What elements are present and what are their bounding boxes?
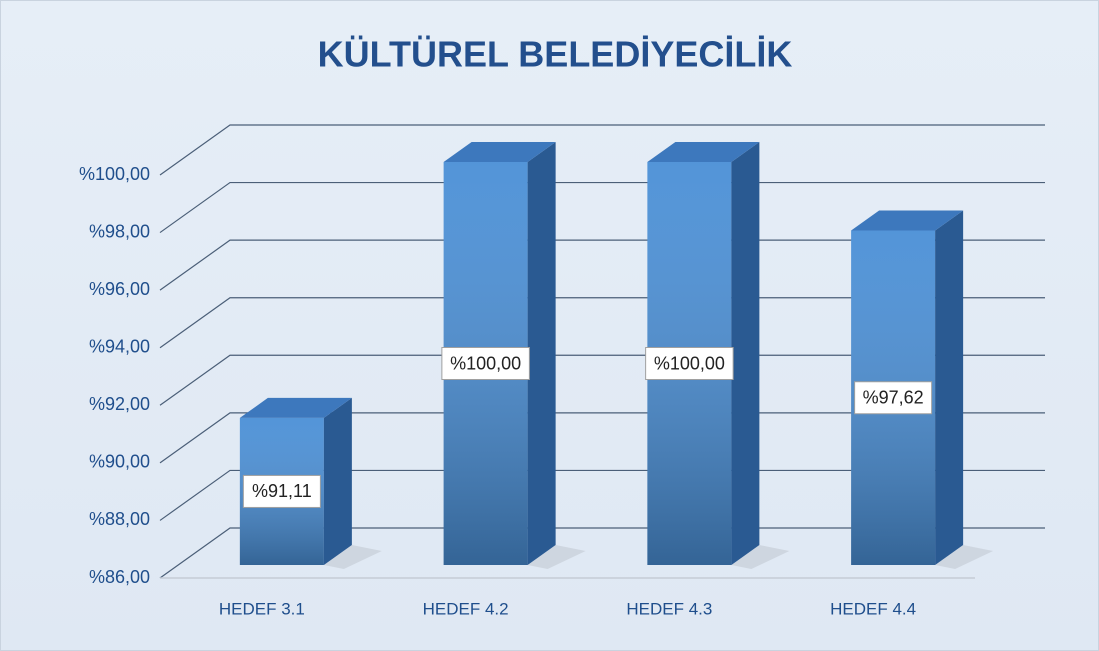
grid-line bbox=[159, 124, 1045, 176]
x-tick-label: HEDEF 4.2 bbox=[423, 599, 509, 618]
y-tick-label: %92,00 bbox=[89, 394, 150, 414]
bar-side bbox=[935, 210, 964, 565]
value-label: %97,62 bbox=[863, 388, 924, 408]
value-label-box bbox=[645, 347, 734, 380]
bar-side bbox=[323, 397, 352, 565]
y-tick-label: %98,00 bbox=[89, 221, 150, 241]
grid-line bbox=[159, 412, 1045, 464]
value-label-box bbox=[854, 381, 933, 415]
x-tick-label: HEDEF 4.3 bbox=[626, 599, 712, 618]
value-label: %100,00 bbox=[654, 353, 725, 373]
bar-shadow bbox=[731, 545, 790, 569]
grid-line bbox=[159, 527, 1045, 579]
bar-side bbox=[527, 142, 556, 565]
bar-top bbox=[239, 397, 352, 418]
y-tick-label: %96,00 bbox=[89, 279, 150, 299]
bar-top bbox=[443, 142, 556, 162]
y-tick-label: %88,00 bbox=[89, 509, 150, 529]
grid-line bbox=[159, 354, 1045, 406]
y-tick-label: %86,00 bbox=[89, 567, 150, 587]
grid-line bbox=[159, 181, 1045, 234]
value-label: %91,11 bbox=[252, 481, 312, 501]
bar-side bbox=[731, 142, 760, 565]
grid-line bbox=[159, 469, 1045, 521]
bar bbox=[239, 397, 382, 569]
bar-shadow bbox=[323, 545, 382, 569]
bar-top bbox=[851, 210, 964, 231]
value-label-box bbox=[242, 474, 321, 508]
x-tick-label: HEDEF 3.1 bbox=[219, 599, 305, 618]
bar-shadow bbox=[935, 545, 994, 569]
bar-shadow bbox=[527, 545, 586, 569]
value-label-box bbox=[441, 347, 530, 380]
y-tick-label: %90,00 bbox=[89, 452, 150, 472]
grid-line bbox=[159, 297, 1045, 349]
value-label: %100,00 bbox=[450, 353, 521, 373]
x-tick-label: HEDEF 4.4 bbox=[830, 599, 916, 618]
bar-top bbox=[647, 142, 760, 162]
chart-title: KÜLTÜREL BELEDİYECİLİK bbox=[318, 34, 793, 75]
y-tick-label: %100,00 bbox=[79, 164, 150, 184]
grid-line bbox=[159, 239, 1045, 291]
y-tick-label: %94,00 bbox=[89, 336, 150, 356]
